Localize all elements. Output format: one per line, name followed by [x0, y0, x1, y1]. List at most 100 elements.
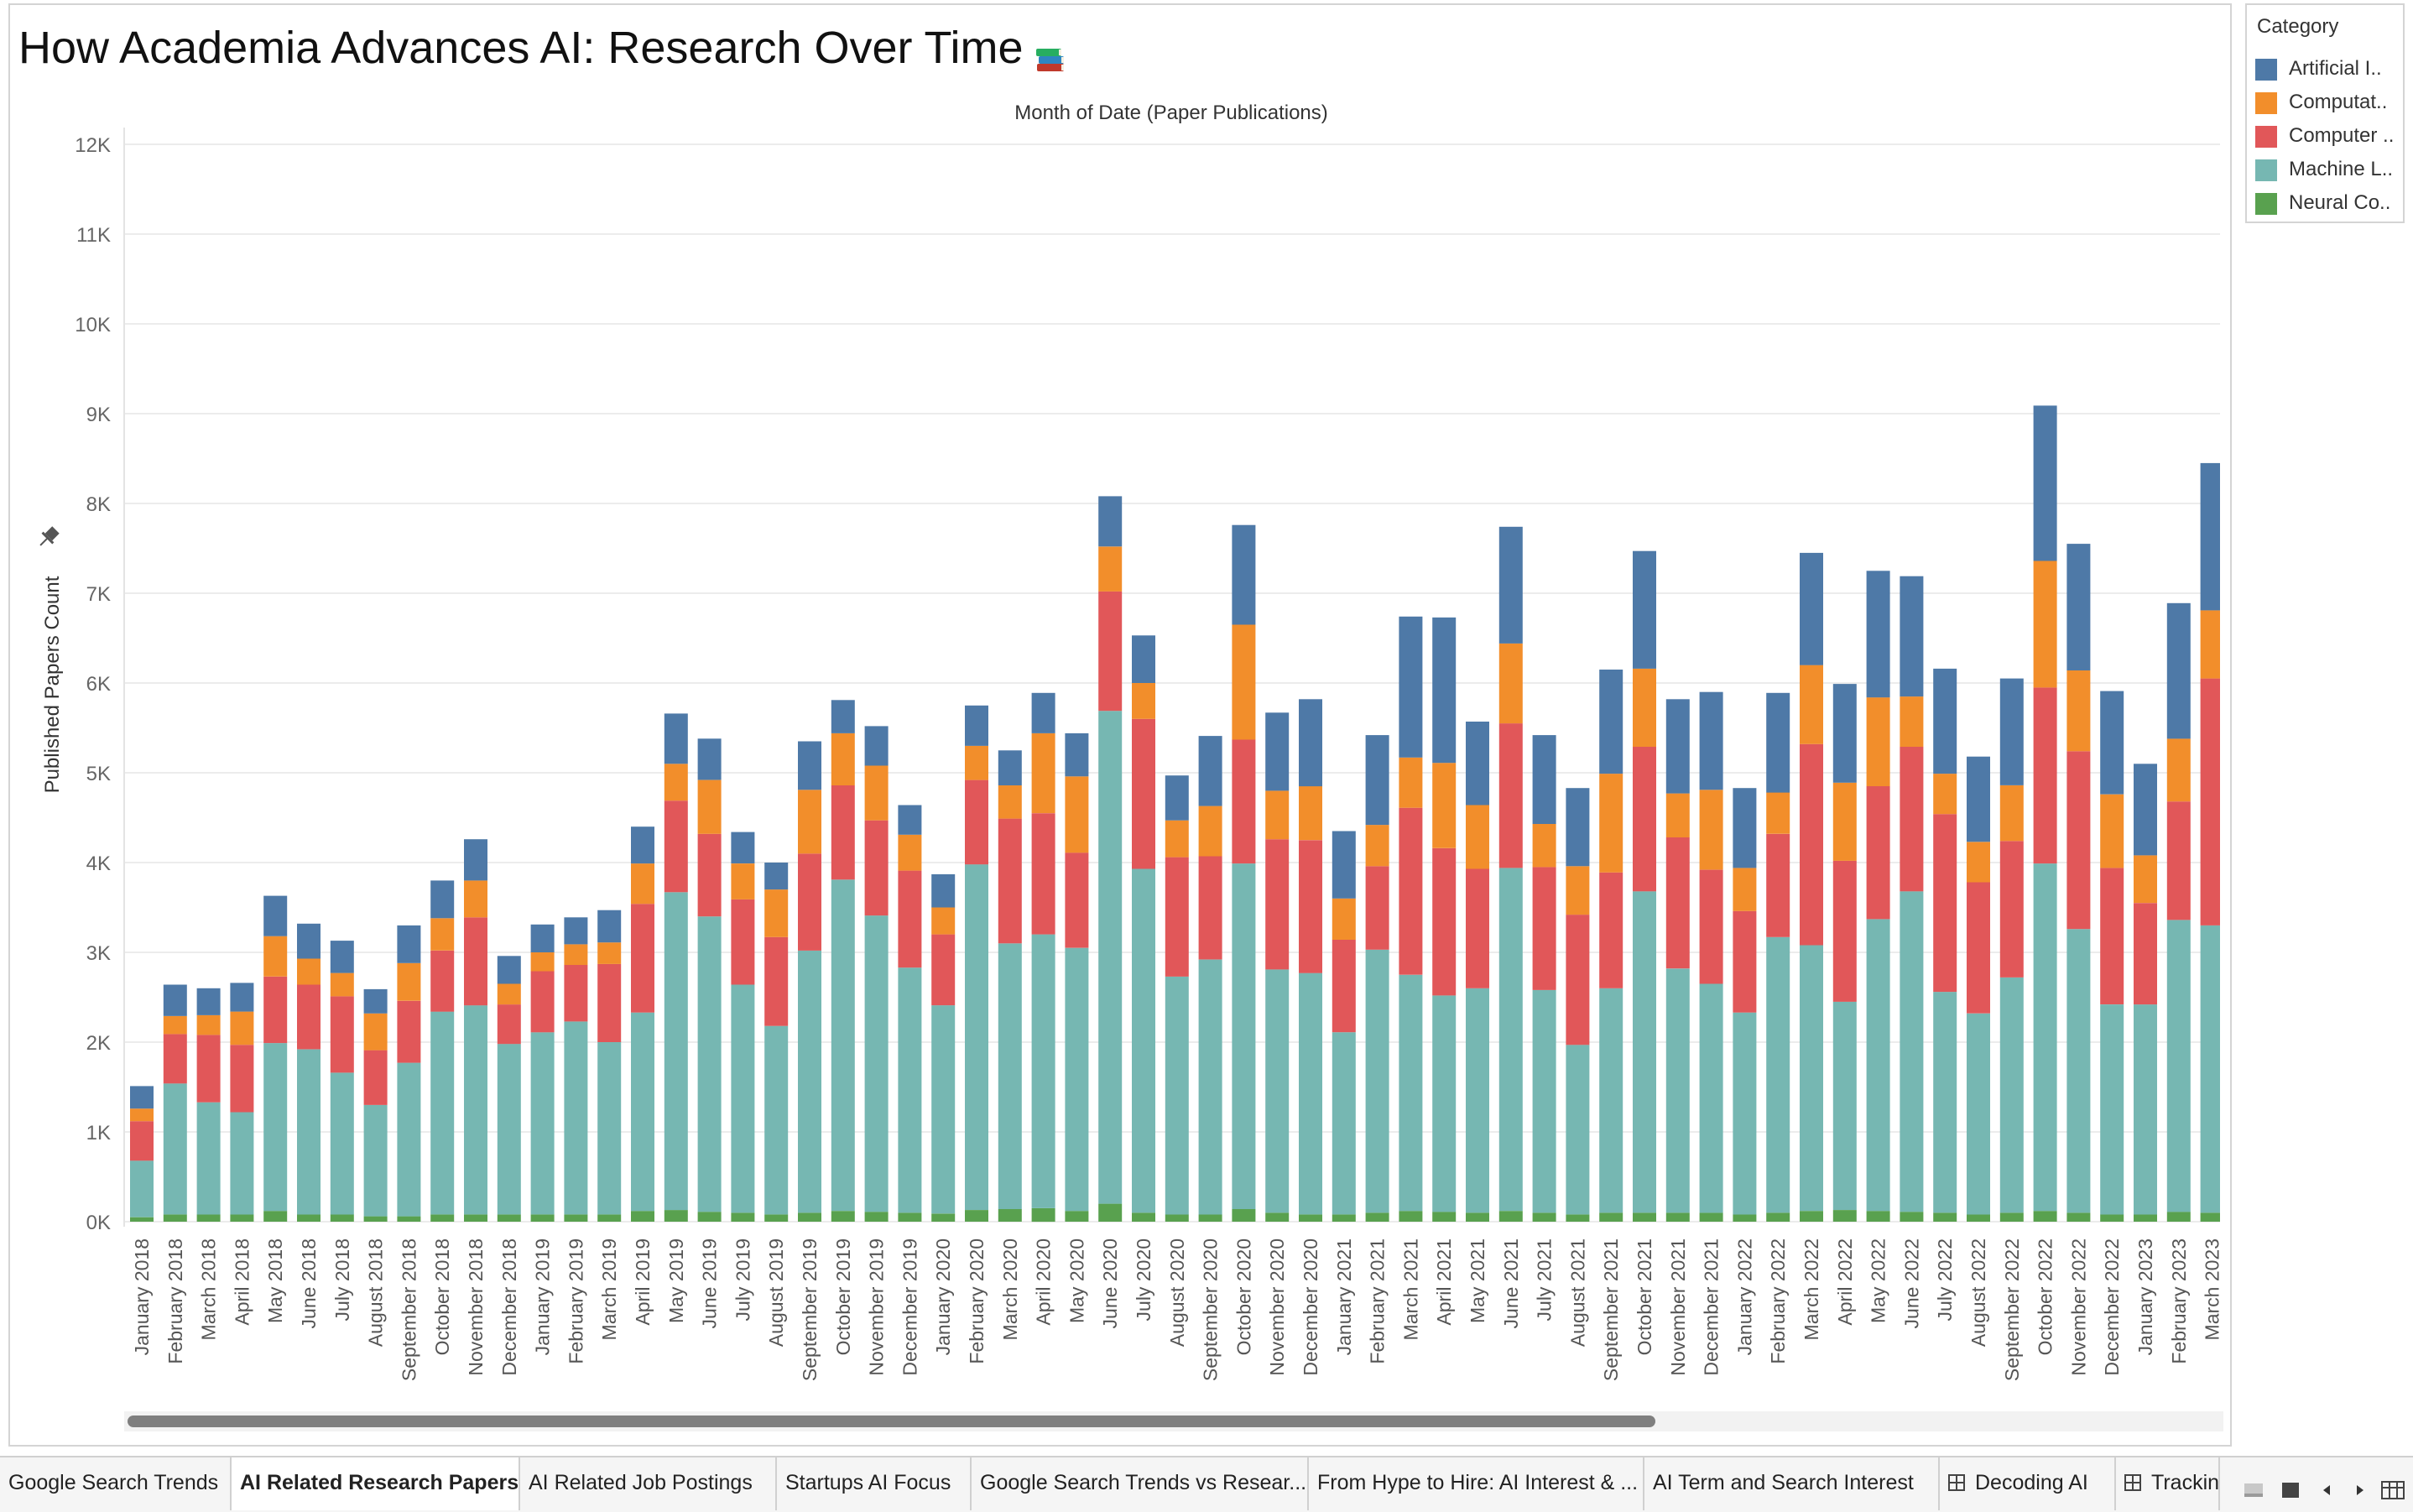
bar-segment[interactable]	[130, 1160, 154, 1217]
bar-segment[interactable]	[931, 873, 956, 908]
sheet-tab[interactable]: Trackin	[2116, 1457, 2220, 1510]
bar-segment[interactable]	[764, 863, 789, 890]
bar-segment[interactable]	[1498, 643, 1523, 724]
bar-segment[interactable]	[1198, 806, 1222, 857]
bar-segment[interactable]	[1165, 1214, 1189, 1222]
bar-segment[interactable]	[464, 880, 487, 918]
bar-segment[interactable]	[597, 910, 622, 943]
bar-segment[interactable]	[1232, 624, 1256, 740]
bar-segment[interactable]	[1065, 947, 1089, 1212]
bar-segment[interactable]	[1866, 571, 1890, 698]
sheet-tab[interactable]: AI Related Research Papers	[232, 1457, 520, 1510]
bar-segment[interactable]	[631, 1211, 654, 1222]
bar-segment[interactable]	[931, 1005, 956, 1214]
bar-segment[interactable]	[330, 1214, 354, 1222]
bar-segment[interactable]	[130, 1108, 154, 1122]
bar-segment[interactable]	[1866, 697, 1890, 786]
bar-segment[interactable]	[1265, 839, 1290, 970]
bar-segment[interactable]	[1365, 949, 1389, 1213]
bar-segment[interactable]	[130, 1217, 154, 1222]
bar-segment[interactable]	[1532, 824, 1556, 868]
bar-segment[interactable]	[1933, 668, 1957, 774]
bar-segment[interactable]	[163, 1214, 187, 1222]
bar-segment[interactable]	[798, 950, 821, 1213]
bar-segment[interactable]	[2200, 462, 2224, 611]
bar-segment[interactable]	[1900, 696, 1924, 747]
bar-segment[interactable]	[1633, 891, 1656, 1213]
bar-segment[interactable]	[230, 1011, 254, 1045]
bar-segment[interactable]	[864, 820, 889, 916]
bar-segment[interactable]	[664, 1210, 688, 1222]
bar-segment[interactable]	[631, 826, 654, 864]
sheet-tab[interactable]: AI Term and Search Interest	[1644, 1457, 1940, 1510]
bar-segment[interactable]	[2066, 1212, 2091, 1222]
bar-segment[interactable]	[1967, 1214, 1990, 1222]
bar-segment[interactable]	[1498, 526, 1523, 644]
bar-segment[interactable]	[1265, 712, 1290, 791]
bar-segment[interactable]	[397, 1216, 421, 1222]
bar-segment[interactable]	[1498, 1211, 1523, 1222]
bar-segment[interactable]	[2166, 801, 2191, 920]
sheet-tab[interactable]: Startups AI Focus	[777, 1457, 972, 1510]
bar-segment[interactable]	[1332, 1214, 1356, 1222]
bar-segment[interactable]	[464, 917, 487, 1006]
bar-segment[interactable]	[1999, 678, 2024, 785]
bar-segment[interactable]	[2166, 1212, 2191, 1222]
bar-segment[interactable]	[397, 1000, 421, 1063]
bar-segment[interactable]	[998, 818, 1022, 944]
bar-segment[interactable]	[1498, 868, 1523, 1212]
bar-segment[interactable]	[1466, 868, 1489, 988]
bar-segment[interactable]	[1766, 1212, 1790, 1222]
bar-segment[interactable]	[1532, 989, 1556, 1213]
bar-segment[interactable]	[497, 1004, 521, 1045]
bar-segment[interactable]	[1866, 919, 1890, 1212]
bar-segment[interactable]	[631, 1012, 654, 1212]
bar-segment[interactable]	[530, 971, 555, 1033]
bar-segment[interactable]	[1933, 774, 1957, 815]
bar-segment[interactable]	[1165, 976, 1189, 1215]
bar-segment[interactable]	[1832, 1210, 1857, 1222]
bar-segment[interactable]	[2200, 610, 2224, 679]
bar-segment[interactable]	[597, 1042, 622, 1215]
bar-segment[interactable]	[2100, 868, 2124, 1004]
bar-segment[interactable]	[1699, 869, 1723, 984]
bar-segment[interactable]	[1733, 1214, 1757, 1222]
bar-segment[interactable]	[798, 741, 821, 790]
bar-segment[interactable]	[697, 833, 722, 917]
bar-segment[interactable]	[1365, 1212, 1389, 1222]
bar-segment[interactable]	[196, 1214, 221, 1222]
bar-segment[interactable]	[196, 988, 221, 1015]
bar-segment[interactable]	[2166, 920, 2191, 1212]
bar-segment[interactable]	[631, 904, 654, 1013]
bar-segment[interactable]	[1832, 684, 1857, 783]
bar-segment[interactable]	[196, 1014, 221, 1035]
bar-segment[interactable]	[1699, 983, 1723, 1213]
bar-segment[interactable]	[1332, 1032, 1356, 1215]
bar-segment[interactable]	[965, 1210, 988, 1222]
bar-segment[interactable]	[1031, 692, 1055, 733]
bar-segment[interactable]	[1031, 1208, 1055, 1223]
bar-segment[interactable]	[2134, 1004, 2157, 1215]
bar-segment[interactable]	[430, 950, 455, 1012]
bar-segment[interactable]	[1466, 988, 1489, 1213]
bar-segment[interactable]	[564, 917, 588, 945]
bar-segment[interactable]	[697, 1212, 722, 1222]
bar-segment[interactable]	[1299, 1214, 1322, 1222]
bar-segment[interactable]	[2166, 738, 2191, 802]
bar-segment[interactable]	[764, 1214, 789, 1222]
bar-segment[interactable]	[2200, 1212, 2224, 1222]
bar-segment[interactable]	[731, 899, 755, 985]
bar-segment[interactable]	[363, 1104, 388, 1217]
bar-segment[interactable]	[898, 1212, 922, 1222]
tab-list-icon[interactable]	[2379, 1478, 2406, 1502]
bar-segment[interactable]	[1599, 670, 1623, 774]
bar-segment[interactable]	[697, 779, 722, 834]
bar-segment[interactable]	[731, 863, 755, 899]
bar-segment[interactable]	[263, 976, 288, 1044]
bar-segment[interactable]	[1132, 1212, 1155, 1222]
bar-segment[interactable]	[1098, 591, 1123, 712]
bar-segment[interactable]	[1098, 711, 1123, 1204]
bar-segment[interactable]	[330, 941, 354, 973]
bar-segment[interactable]	[1065, 776, 1089, 853]
bar-segment[interactable]	[363, 1216, 388, 1222]
